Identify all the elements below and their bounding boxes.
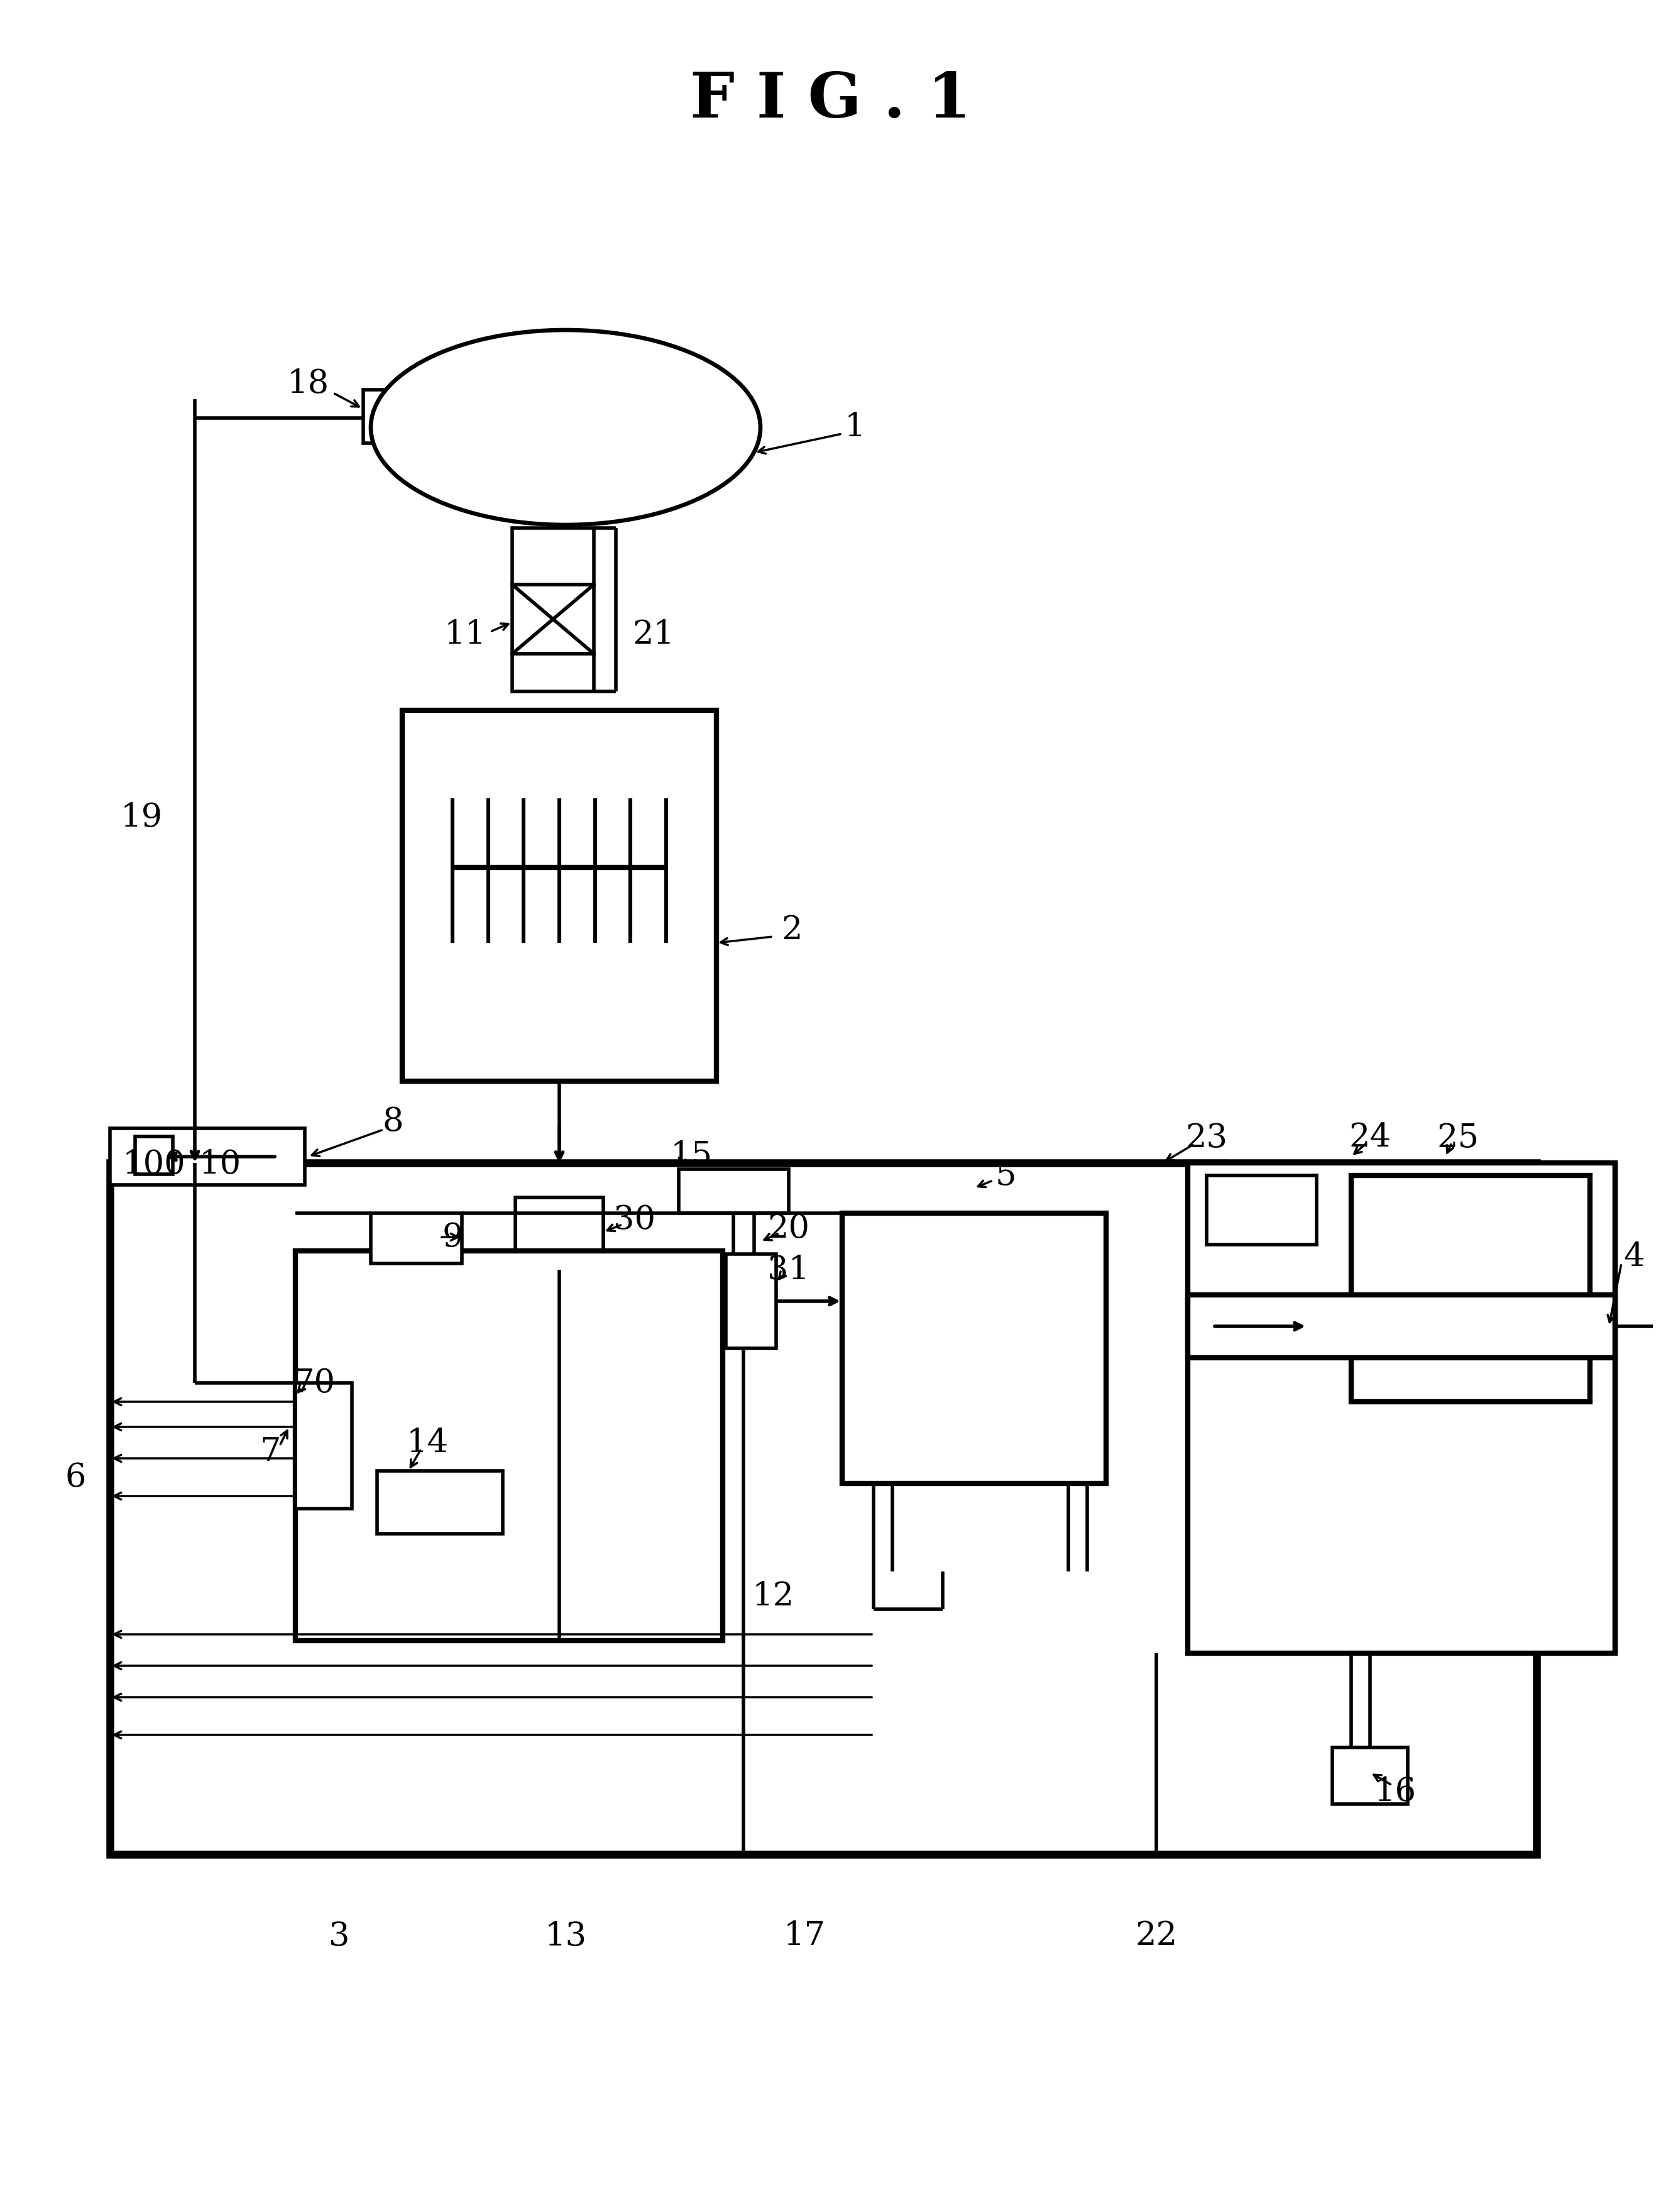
Bar [512,655,595,692]
Ellipse shape [370,330,761,524]
Bar [679,1170,789,1212]
Bar [726,1254,776,1349]
Text: 15: 15 [669,1139,713,1172]
Bar [110,1128,306,1186]
Text: 19: 19 [120,801,163,834]
Bar [364,389,399,442]
Text: 100: 100 [123,1148,186,1181]
Text: 16: 16 [1374,1776,1417,1807]
Text: 3: 3 [329,1920,350,1951]
Text: 25: 25 [1437,1121,1478,1155]
Text: 12: 12 [752,1582,794,1613]
Text: 11: 11 [443,619,487,650]
Bar [370,1212,462,1263]
Bar [1332,1747,1409,1805]
Bar [842,1212,1106,1484]
Bar [1188,1294,1614,1358]
Text: 2: 2 [781,914,802,947]
Text: 10: 10 [199,1148,241,1181]
Text: 31: 31 [767,1254,811,1285]
Bar [512,529,595,584]
Bar [512,584,595,655]
Bar [402,710,716,1082]
Text: 13: 13 [545,1920,586,1951]
Bar [1188,1164,1614,1652]
Text: 5: 5 [995,1159,1017,1192]
Text: 4: 4 [1623,1241,1644,1274]
Text: 9: 9 [442,1221,463,1252]
Text: F I G . 1: F I G . 1 [689,71,972,131]
Text: 1: 1 [844,411,865,442]
Text: 8: 8 [382,1106,404,1137]
Text: 24: 24 [1349,1121,1390,1155]
Bar [1350,1175,1590,1402]
Text: 17: 17 [784,1920,826,1951]
Bar [515,1197,603,1254]
Text: 18: 18 [287,367,329,400]
Text: 6: 6 [65,1462,86,1493]
Bar [110,1164,1536,1854]
Text: 30: 30 [613,1203,656,1237]
Bar [296,1382,352,1509]
Bar [377,1471,503,1533]
Bar [1206,1175,1317,1245]
Text: 70: 70 [294,1367,336,1398]
Bar [296,1252,723,1641]
Text: 23: 23 [1186,1121,1227,1155]
Bar [135,1137,173,1175]
Text: 22: 22 [1136,1920,1178,1951]
Text: 7: 7 [259,1436,281,1469]
Text: 21: 21 [633,619,674,650]
Text: 20: 20 [767,1212,811,1245]
Text: 14: 14 [407,1427,448,1458]
